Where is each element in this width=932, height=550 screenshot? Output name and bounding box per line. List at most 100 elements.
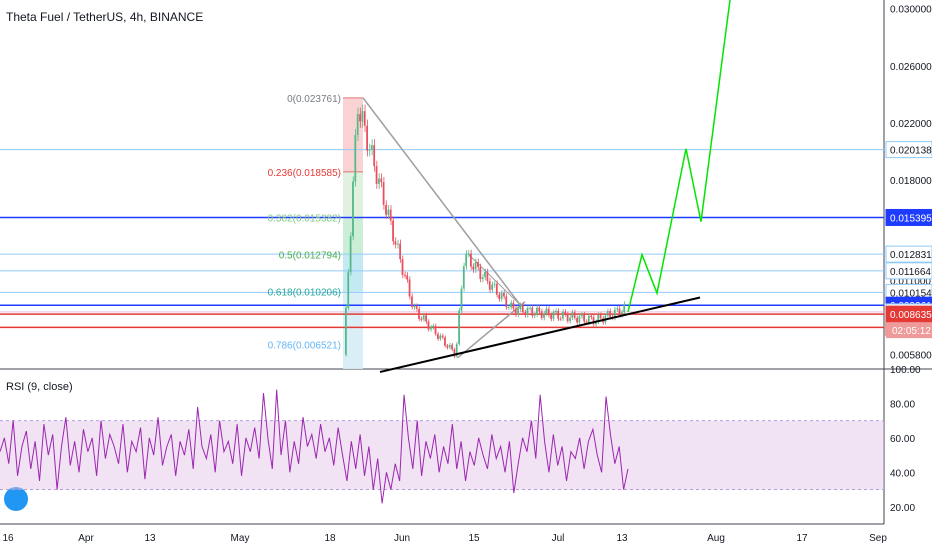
candle-body [620,312,623,316]
fib-label: 0.236(0.018585) [268,168,341,179]
candle-body [524,312,526,316]
candle-body [356,114,359,136]
price-level-badge [885,141,932,159]
x-tick-label: Apr [78,533,94,544]
x-tick-label: 13 [616,533,628,544]
candle-body [554,310,557,313]
candle-body [420,318,423,320]
candle-body [382,182,385,205]
candle-body [552,312,555,319]
triangle-upper-line [362,97,521,306]
triangle-edge [467,253,521,305]
rsi-tick-label: 80.00 [890,399,915,410]
price-level-label: 0.010154 [890,288,932,299]
candle-body [434,325,437,334]
candle-body [616,308,618,310]
candle-body [550,315,552,319]
candle-body [538,307,541,312]
price-tick-label: 0.026000 [890,62,932,73]
candle-body [493,283,496,285]
countdown-badge [886,322,932,339]
fib-label: 0.618(0.010206) [268,288,341,299]
candle-body [477,262,479,268]
x-tick-label: Jul [552,533,565,544]
x-tick-label: May [231,533,250,544]
price-level-badge [885,245,932,263]
candle-body [514,308,517,315]
candle-body [345,307,347,355]
candle-body [359,114,361,122]
price-level-badge [885,262,932,280]
candle-body [392,220,394,242]
candle-body [366,125,368,151]
candle-body [505,296,508,308]
candle-body [540,311,543,318]
candle-body [599,314,602,319]
candle-body [469,253,472,267]
candle-body [455,343,458,357]
candle-body [597,314,600,322]
candle-body [594,321,597,325]
x-tick-label: 17 [796,533,808,544]
price-level-label: 0.012831 [890,250,932,261]
candle-body [510,302,512,308]
candle-body [408,279,411,297]
candle-body [479,267,482,280]
rsi-tick-label: 60.00 [890,434,915,445]
price-level-label: 0.011664 [890,267,931,278]
price-level-label: 0.020138 [890,146,932,157]
candle-body [545,308,548,314]
candle-body [606,311,609,316]
candle-body [498,294,501,299]
candle-body [385,204,387,215]
candle-body [580,314,583,317]
price-tick-label: 0.011000 [890,276,931,287]
rsi-title: RSI (9, close) [6,381,73,393]
candle-body [373,145,376,167]
price-tick-label: 0.030000 [890,5,932,16]
candle-body [569,317,571,322]
candle-body [378,178,380,184]
candle-body [618,308,621,316]
candle-body [583,314,585,322]
candle-body [439,335,442,339]
candle-body [436,333,439,339]
tradingview-logo-icon[interactable] [4,487,28,511]
candle-body [500,293,503,299]
candle-body [526,307,529,316]
candle-body [413,306,416,308]
candle-body [503,293,505,297]
candle-body [354,135,357,182]
candle-body [462,266,465,289]
candle-body [561,311,564,319]
candle-body [491,284,493,290]
candle-body [528,307,531,309]
candle-body [453,349,456,357]
candle-body [427,321,430,330]
rsi-line [0,389,629,504]
candle-body [465,253,468,267]
rsi-tick-label: 100.00 [890,365,921,376]
candle-body [571,312,574,318]
candle-body [396,243,399,245]
candle-body [623,304,626,313]
candle-body [536,307,538,315]
candle-body [587,315,590,323]
candle-body [521,305,524,313]
x-tick-label: 13 [144,533,156,544]
price-tick-label: 0.018000 [890,176,932,187]
price-level-label: 0.015395 [890,213,932,224]
candle-body [352,181,354,237]
candle-body [517,309,519,315]
candle-body [425,315,427,322]
candle-body [380,178,383,183]
candle-body [375,166,378,184]
fib-zone-5 [343,254,363,292]
candle-body [557,310,560,319]
candle-body [444,337,446,346]
candle-body [460,288,463,311]
candle-body [387,209,390,215]
candle-body [566,314,569,322]
candle-body [543,313,545,318]
